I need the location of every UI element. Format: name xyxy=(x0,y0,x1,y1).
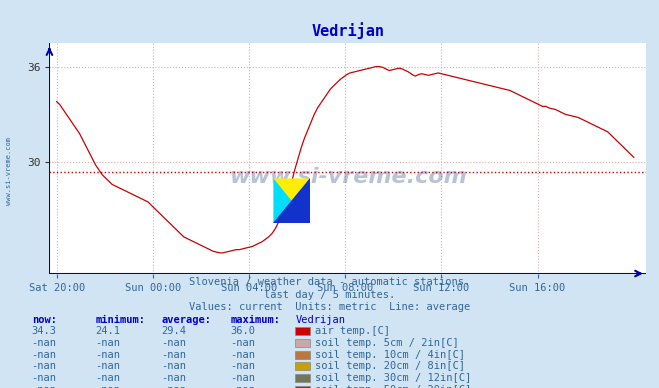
Text: -nan: -nan xyxy=(32,350,57,360)
Polygon shape xyxy=(273,178,310,223)
Text: -nan: -nan xyxy=(96,361,121,371)
Text: -nan: -nan xyxy=(96,373,121,383)
Text: maximum:: maximum: xyxy=(231,315,281,325)
Text: soil temp. 10cm / 4in[C]: soil temp. 10cm / 4in[C] xyxy=(315,350,465,360)
Text: 36.0: 36.0 xyxy=(231,326,256,336)
Text: Slovenia / weather data - automatic stations.: Slovenia / weather data - automatic stat… xyxy=(189,277,470,287)
Text: 34.3: 34.3 xyxy=(32,326,57,336)
Text: last day / 5 minutes.: last day / 5 minutes. xyxy=(264,289,395,300)
Text: -nan: -nan xyxy=(161,338,186,348)
Polygon shape xyxy=(273,178,291,223)
Text: soil temp. 50cm / 20in[C]: soil temp. 50cm / 20in[C] xyxy=(315,385,471,388)
Text: -nan: -nan xyxy=(32,361,57,371)
Text: Values: current  Units: metric  Line: average: Values: current Units: metric Line: aver… xyxy=(189,302,470,312)
Text: minimum:: minimum: xyxy=(96,315,146,325)
Text: soil temp. 5cm / 2in[C]: soil temp. 5cm / 2in[C] xyxy=(315,338,459,348)
Text: -nan: -nan xyxy=(96,350,121,360)
Title: Vedrijan: Vedrijan xyxy=(311,22,384,39)
Text: -nan: -nan xyxy=(96,338,121,348)
Text: soil temp. 30cm / 12in[C]: soil temp. 30cm / 12in[C] xyxy=(315,373,471,383)
Text: -nan: -nan xyxy=(161,373,186,383)
Text: -nan: -nan xyxy=(32,338,57,348)
Polygon shape xyxy=(273,178,310,223)
Text: -nan: -nan xyxy=(96,385,121,388)
Text: 24.1: 24.1 xyxy=(96,326,121,336)
Text: www.si-vreme.com: www.si-vreme.com xyxy=(229,166,467,187)
Text: Vedrijan: Vedrijan xyxy=(295,315,345,325)
Text: -nan: -nan xyxy=(32,373,57,383)
Text: -nan: -nan xyxy=(161,361,186,371)
Text: air temp.[C]: air temp.[C] xyxy=(315,326,390,336)
Text: -nan: -nan xyxy=(231,350,256,360)
Text: -nan: -nan xyxy=(231,373,256,383)
Text: -nan: -nan xyxy=(231,385,256,388)
Text: soil temp. 20cm / 8in[C]: soil temp. 20cm / 8in[C] xyxy=(315,361,465,371)
Text: average:: average: xyxy=(161,315,212,325)
Text: -nan: -nan xyxy=(161,350,186,360)
Text: now:: now: xyxy=(32,315,57,325)
Text: -nan: -nan xyxy=(231,338,256,348)
Text: -nan: -nan xyxy=(231,361,256,371)
Text: 29.4: 29.4 xyxy=(161,326,186,336)
Text: -nan: -nan xyxy=(161,385,186,388)
Text: -nan: -nan xyxy=(32,385,57,388)
Text: www.si-vreme.com: www.si-vreme.com xyxy=(5,137,12,205)
